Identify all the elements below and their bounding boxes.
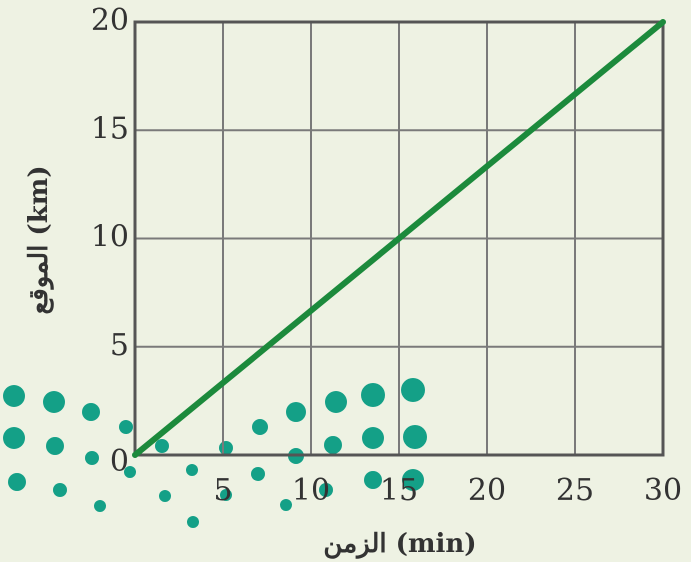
x-tick-label: 10: [292, 473, 330, 508]
dot: [319, 483, 333, 497]
dot: [286, 402, 306, 422]
dot: [82, 403, 100, 421]
x-axis-label: الزمن (min): [323, 529, 476, 559]
x-tick-label: 25: [556, 473, 594, 508]
y-tick-label: 20: [91, 3, 129, 38]
dot: [159, 490, 171, 502]
x-tick-label: 5: [213, 473, 232, 508]
dot: [280, 499, 292, 511]
dot: [220, 489, 232, 501]
dot: [124, 466, 136, 478]
dot: [364, 471, 382, 489]
x-tick-label: 20: [468, 473, 506, 508]
x-tick-label: 30: [644, 473, 682, 508]
dot: [3, 385, 25, 407]
dot: [43, 391, 65, 413]
data-line: [132, 19, 666, 458]
dot: [251, 467, 265, 481]
dot: [403, 425, 427, 449]
dot: [119, 420, 133, 434]
dot: [402, 469, 424, 491]
x-tick-label: 15: [380, 473, 418, 508]
decoration-dots: [3, 378, 427, 528]
y-tick-label: 5: [110, 328, 129, 363]
dot: [324, 436, 342, 454]
dot: [361, 383, 385, 407]
dot: [53, 483, 67, 497]
dot: [3, 427, 25, 449]
dot: [187, 516, 199, 528]
dot: [8, 473, 26, 491]
dot: [252, 419, 268, 435]
y-tick-label: 10: [91, 220, 129, 255]
dot: [401, 378, 425, 402]
plot-frame: [133, 20, 665, 457]
dot: [219, 441, 233, 455]
dot: [186, 464, 198, 476]
y-tick-label: 0: [110, 444, 129, 479]
dot: [155, 439, 169, 453]
dot: [325, 391, 347, 413]
dot: [85, 451, 99, 465]
dot: [94, 500, 106, 512]
y-axis-label: الموقع (km): [24, 165, 54, 314]
dot: [362, 427, 384, 449]
dot: [46, 437, 64, 455]
y-tick-label: 15: [91, 111, 129, 146]
